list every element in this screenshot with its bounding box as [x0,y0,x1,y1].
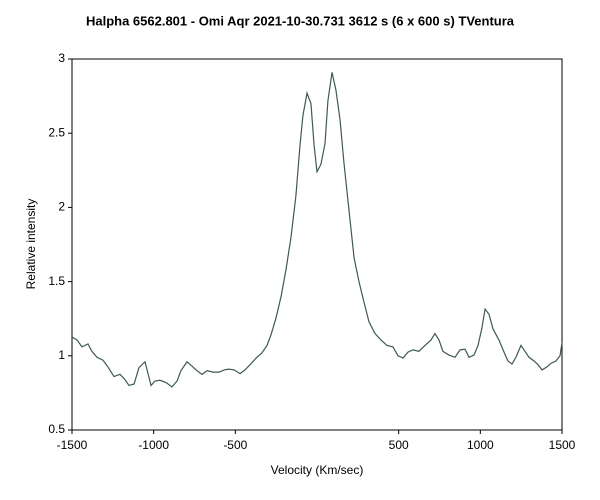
y-tick-label: 2 [58,200,65,214]
x-axis-label: Velocity (Km/sec) [271,463,364,477]
chart-title: Halpha 6562.801 - Omi Aqr 2021-10-30.731… [86,13,515,28]
plot-frame [71,58,563,431]
spectrum-line [71,72,563,388]
x-tick-label: -500 [223,438,247,452]
y-tick-label: 1.5 [48,274,65,288]
y-tick-label: 0.5 [48,422,65,436]
x-tick-label: -1500 [57,438,88,452]
x-tick-label: 1500 [549,438,576,452]
y-tick-label: 3 [58,51,65,65]
x-tick-label: -1000 [138,438,169,452]
x-tick-label: 500 [389,438,409,452]
x-tick-label: 1000 [467,438,494,452]
y-tick-label: 1 [58,348,65,362]
y-tick-label: 2.5 [48,125,65,139]
y-axis-label: Relative intensity [24,199,38,290]
